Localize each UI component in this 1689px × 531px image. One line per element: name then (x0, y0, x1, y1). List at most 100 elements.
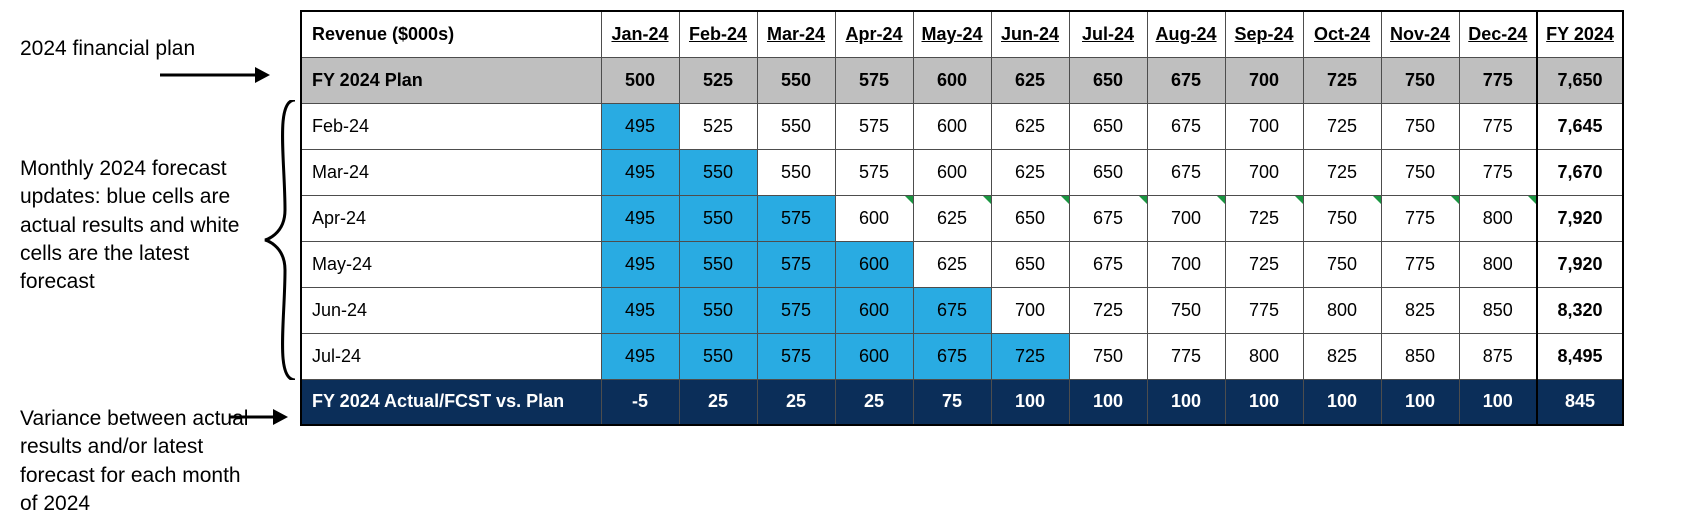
forecast-cell: 625 (913, 195, 991, 241)
variance-cell: 100 (1147, 379, 1225, 425)
forecast-label: May-24 (301, 241, 601, 287)
forecast-cell: 675 (1069, 195, 1147, 241)
forecast-cell: 800 (1303, 287, 1381, 333)
forecast-row: Mar-244955505505756006256506757007257507… (301, 149, 1623, 195)
forecast-cell: 750 (1303, 241, 1381, 287)
forecast-cell: 775 (1459, 149, 1537, 195)
actual-cell: 495 (601, 103, 679, 149)
plan-cell: 525 (679, 57, 757, 103)
forecast-cell: 600 (913, 103, 991, 149)
header-row: Revenue ($000s) Jan-24Feb-24Mar-24Apr-24… (301, 11, 1623, 57)
forecast-cell: 875 (1459, 333, 1537, 379)
actual-cell: 550 (679, 149, 757, 195)
forecast-cell: 650 (1069, 149, 1147, 195)
forecast-label: Jul-24 (301, 333, 601, 379)
forecast-cell: 650 (991, 241, 1069, 287)
header-month: Aug-24 (1147, 11, 1225, 57)
actual-cell: 575 (757, 195, 835, 241)
brace-icon (260, 100, 300, 380)
forecast-cell: 825 (1303, 333, 1381, 379)
actual-cell: 675 (913, 287, 991, 333)
table-head: Revenue ($000s) Jan-24Feb-24Mar-24Apr-24… (301, 11, 1623, 57)
forecast-row: Feb-244955255505756006256506757007257507… (301, 103, 1623, 149)
plan-cell: 625 (991, 57, 1069, 103)
forecast-cell: 775 (1225, 287, 1303, 333)
variance-cell: 100 (1459, 379, 1537, 425)
variance-cell: 75 (913, 379, 991, 425)
actual-cell: 600 (835, 241, 913, 287)
forecast-cell: 800 (1225, 333, 1303, 379)
forecast-row: Jun-244955505756006757007257507758008258… (301, 287, 1623, 333)
variance-cell: 100 (1069, 379, 1147, 425)
forecast-cell: 850 (1381, 333, 1459, 379)
arrow-variance-icon (230, 402, 288, 432)
forecast-row: May-244955505756006256506757007257507758… (301, 241, 1623, 287)
forecast-cell: 800 (1459, 195, 1537, 241)
forecast-total: 7,920 (1537, 195, 1623, 241)
variance-cell: -5 (601, 379, 679, 425)
plan-cell: 700 (1225, 57, 1303, 103)
arrow-plan-icon (160, 60, 270, 90)
header-month: Sep-24 (1225, 11, 1303, 57)
variance-cell: 100 (1303, 379, 1381, 425)
forecast-cell: 575 (835, 103, 913, 149)
forecast-label: Apr-24 (301, 195, 601, 241)
forecast-cell: 675 (1147, 149, 1225, 195)
forecast-row: Jul-244955505756006757257507758008258508… (301, 333, 1623, 379)
header-month: Dec-24 (1459, 11, 1537, 57)
forecast-cell: 850 (1459, 287, 1537, 333)
forecast-cell: 775 (1459, 103, 1537, 149)
forecast-total: 7,645 (1537, 103, 1623, 149)
variance-total: 845 (1537, 379, 1623, 425)
variance-cell: 100 (991, 379, 1069, 425)
header-month: Feb-24 (679, 11, 757, 57)
forecast-cell: 550 (757, 103, 835, 149)
plan-cell: 500 (601, 57, 679, 103)
forecast-cell: 700 (991, 287, 1069, 333)
actual-cell: 575 (757, 241, 835, 287)
header-title: Revenue ($000s) (301, 11, 601, 57)
forecast-cell: 625 (913, 241, 991, 287)
forecast-cell: 750 (1381, 149, 1459, 195)
plan-cell: 675 (1147, 57, 1225, 103)
forecast-cell: 575 (835, 149, 913, 195)
actual-cell: 495 (601, 195, 679, 241)
actual-cell: 495 (601, 287, 679, 333)
plan-cell: 550 (757, 57, 835, 103)
variance-cell: 25 (757, 379, 835, 425)
actual-cell: 725 (991, 333, 1069, 379)
forecast-row: Apr-244955505756006256506757007257507758… (301, 195, 1623, 241)
forecast-cell: 750 (1147, 287, 1225, 333)
forecast-cell: 775 (1381, 195, 1459, 241)
page: 2024 financial plan Monthly 2024 forecas… (0, 0, 1689, 531)
forecast-cell: 700 (1147, 241, 1225, 287)
forecast-cell: 675 (1147, 103, 1225, 149)
forecast-total: 8,320 (1537, 287, 1623, 333)
forecast-cell: 550 (757, 149, 835, 195)
actual-cell: 495 (601, 149, 679, 195)
variance-row: FY 2024 Actual/FCST vs. Plan -5252525751… (301, 379, 1623, 425)
forecast-cell: 750 (1381, 103, 1459, 149)
header-month: Apr-24 (835, 11, 913, 57)
plan-cell: 775 (1459, 57, 1537, 103)
forecast-cell: 525 (679, 103, 757, 149)
variance-label: FY 2024 Actual/FCST vs. Plan (301, 379, 601, 425)
forecast-cell: 775 (1147, 333, 1225, 379)
forecast-cell: 700 (1225, 103, 1303, 149)
forecast-cell: 725 (1225, 241, 1303, 287)
header-month: Jan-24 (601, 11, 679, 57)
forecast-cell: 775 (1381, 241, 1459, 287)
variance-cell: 25 (679, 379, 757, 425)
forecast-label: Feb-24 (301, 103, 601, 149)
plan-cell: 725 (1303, 57, 1381, 103)
actual-cell: 495 (601, 333, 679, 379)
forecast-cell: 650 (1069, 103, 1147, 149)
forecast-cell: 700 (1147, 195, 1225, 241)
actual-cell: 550 (679, 333, 757, 379)
forecast-cell: 725 (1303, 103, 1381, 149)
header-month: Jun-24 (991, 11, 1069, 57)
plan-cell: 600 (913, 57, 991, 103)
forecast-total: 7,670 (1537, 149, 1623, 195)
forecast-cell: 625 (991, 149, 1069, 195)
plan-row: FY 2024 Plan 500525550575600625650675700… (301, 57, 1623, 103)
